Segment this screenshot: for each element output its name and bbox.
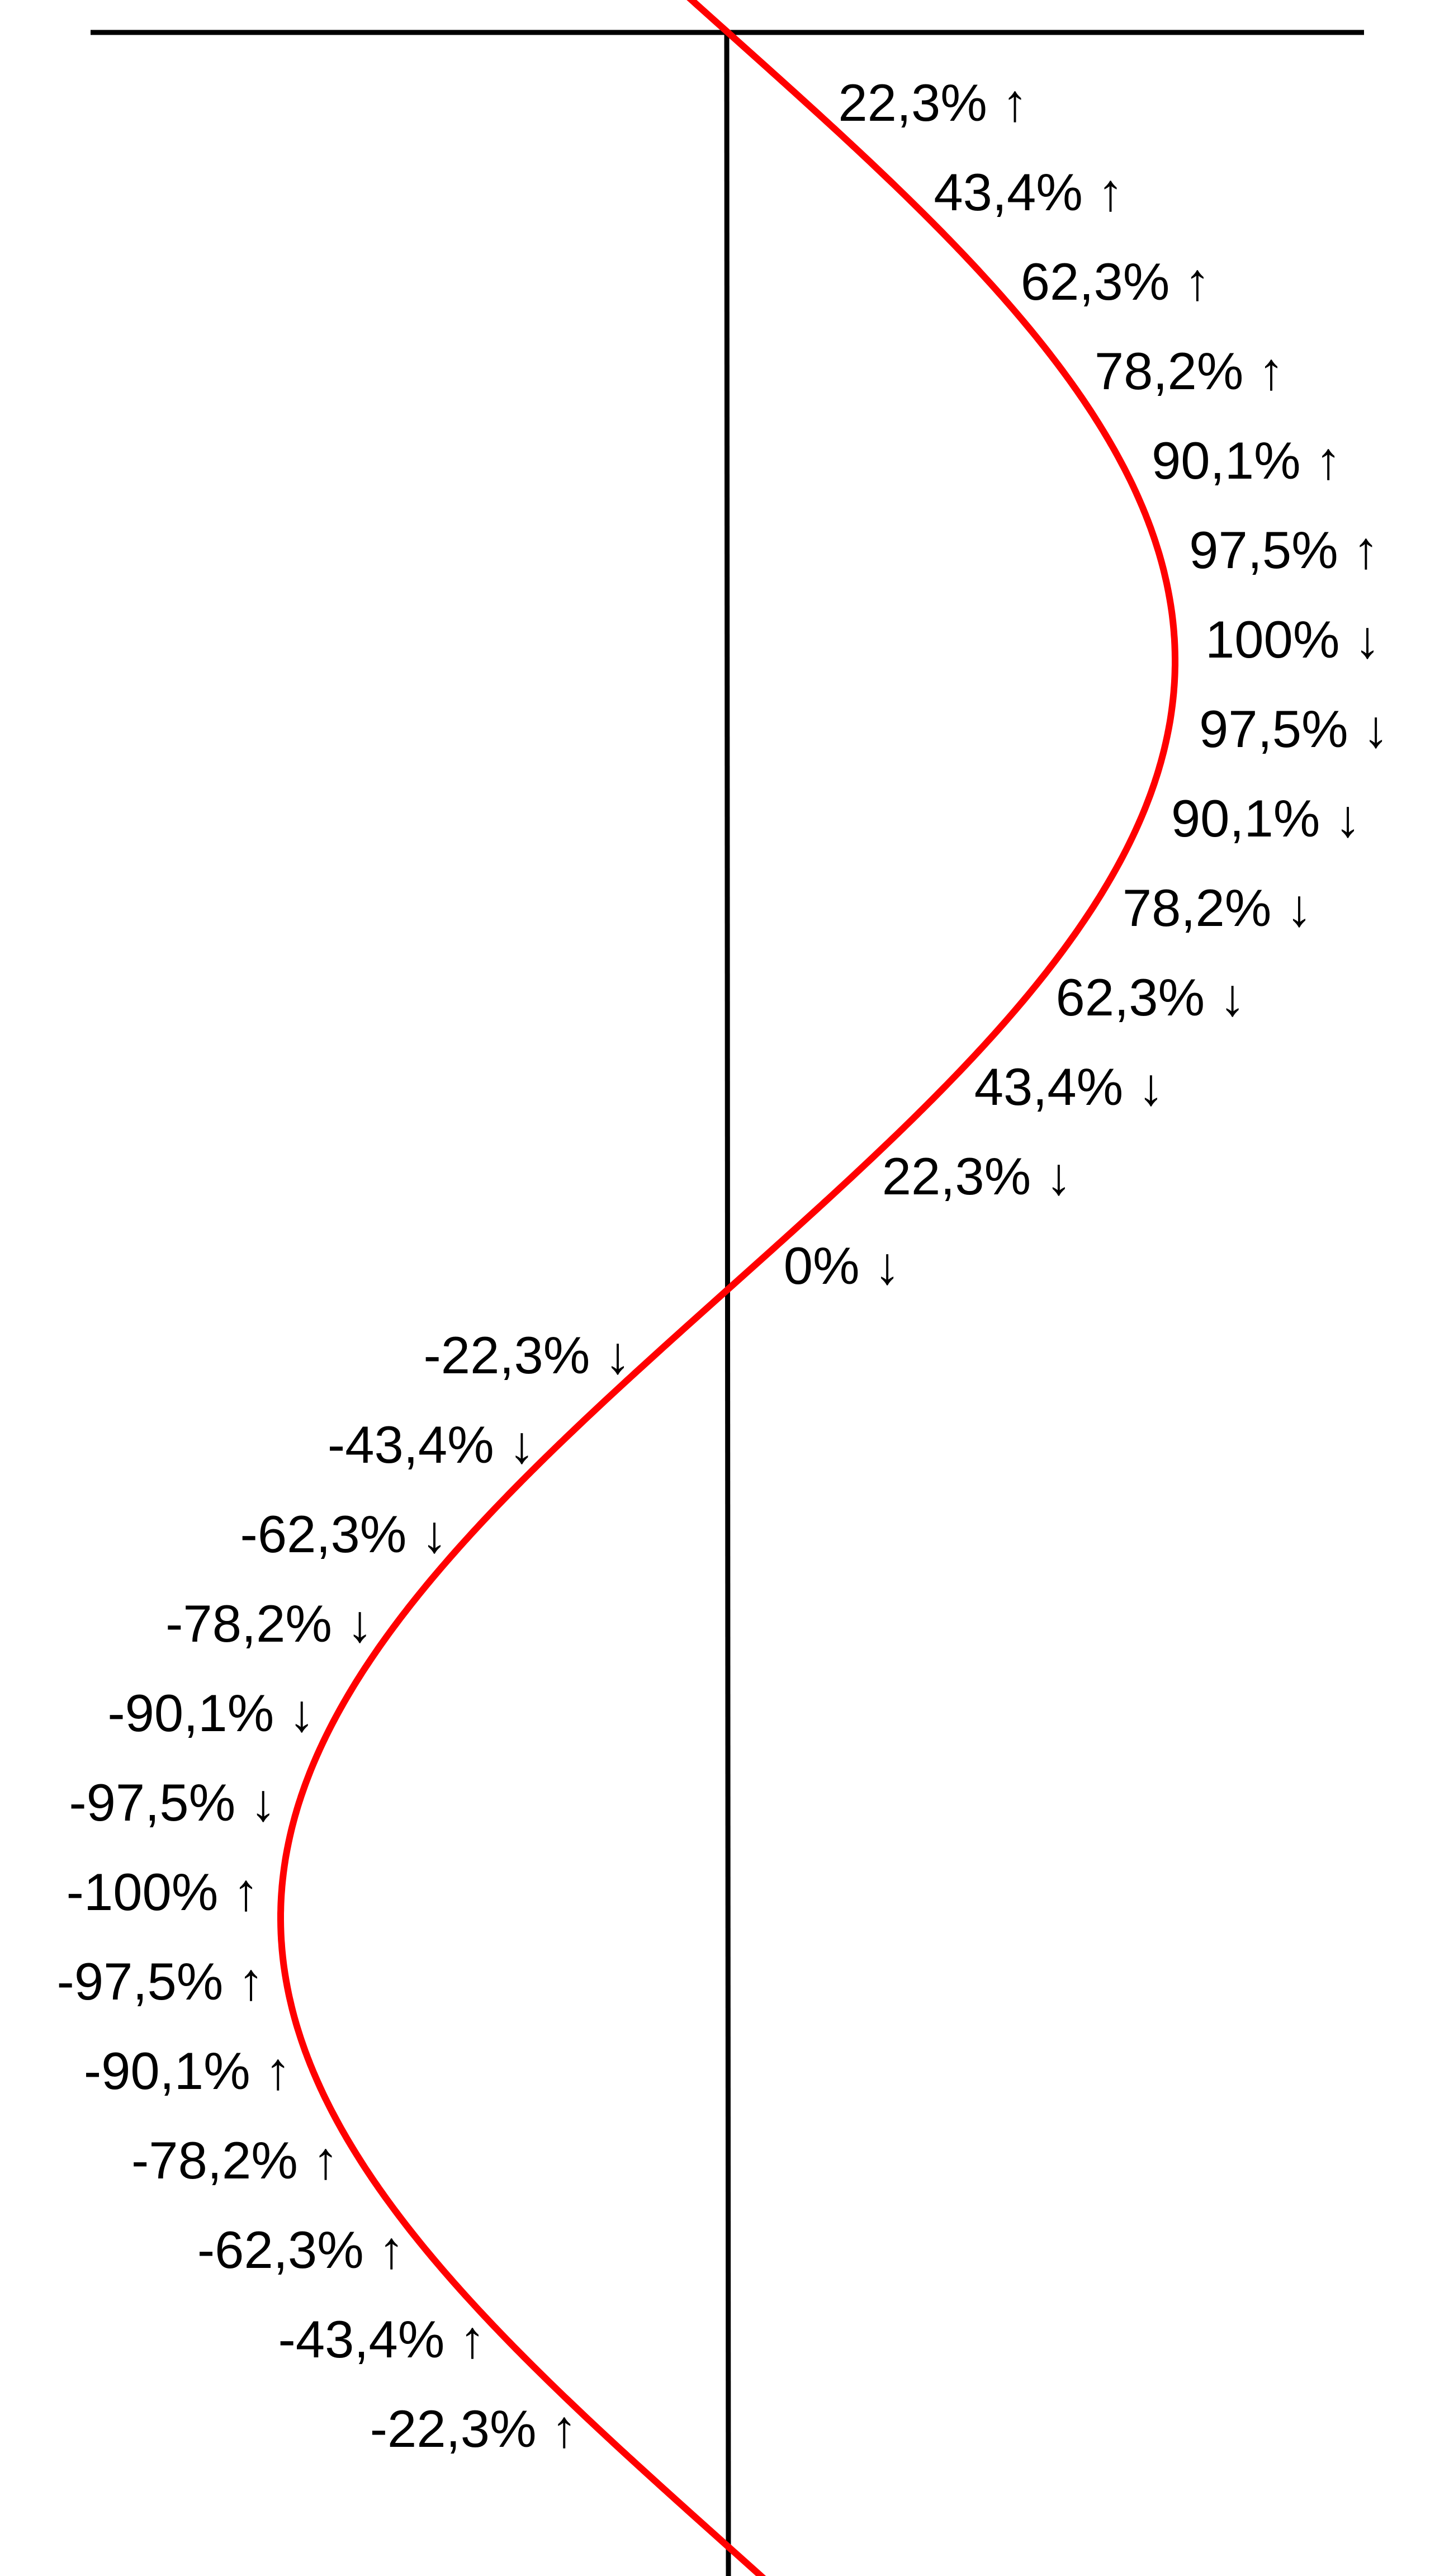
value-label: 22,3% ↑ (838, 73, 1028, 132)
value-label: 78,2% ↑ (1095, 342, 1285, 400)
value-label: 90,1% ↓ (1171, 789, 1361, 848)
value-label: 22,3% ↓ (882, 1147, 1072, 1206)
value-label: 90,1% ↑ (1152, 431, 1342, 490)
value-label: -78,2% ↓ (165, 1594, 373, 1653)
value-label: -62,3% ↓ (240, 1505, 448, 1563)
value-label: -100% ↑ (67, 1863, 259, 1921)
value-label: -62,3% ↑ (197, 2220, 405, 2279)
value-label: -90,1% ↑ (84, 2041, 291, 2100)
sine-curve (277, 0, 1178, 2576)
value-label: 62,3% ↓ (1056, 968, 1246, 1027)
value-label: -43,4% ↑ (278, 2310, 486, 2369)
value-label: -43,4% ↓ (328, 1415, 535, 1474)
value-label: 97,5% ↑ (1189, 521, 1379, 579)
value-label: -97,5% ↓ (69, 1773, 276, 1832)
value-label: -78,2% ↑ (131, 2131, 339, 2190)
value-label: 62,3% ↑ (1021, 252, 1211, 311)
value-label: 97,5% ↓ (1199, 699, 1389, 758)
value-label: 43,4% ↓ (974, 1057, 1164, 1116)
value-label: -22,3% ↓ (424, 1326, 631, 1384)
value-label: 78,2% ↓ (1123, 878, 1313, 937)
value-label: 43,4% ↑ (934, 163, 1124, 221)
value-label: 100% ↓ (1205, 610, 1381, 669)
vertical-axis-line (724, 32, 731, 2576)
value-label: -90,1% ↓ (107, 1684, 315, 1742)
value-label: -97,5% ↑ (57, 1952, 264, 2011)
value-label: -22,3% ↑ (370, 2399, 577, 2458)
value-label: 0% ↓ (784, 1236, 901, 1295)
value-labels: 22,3% ↑ 43,4% ↑ 62,3% ↑ 78,2% ↑ 90,1% ↑ 97,5%… (57, 73, 1389, 2458)
